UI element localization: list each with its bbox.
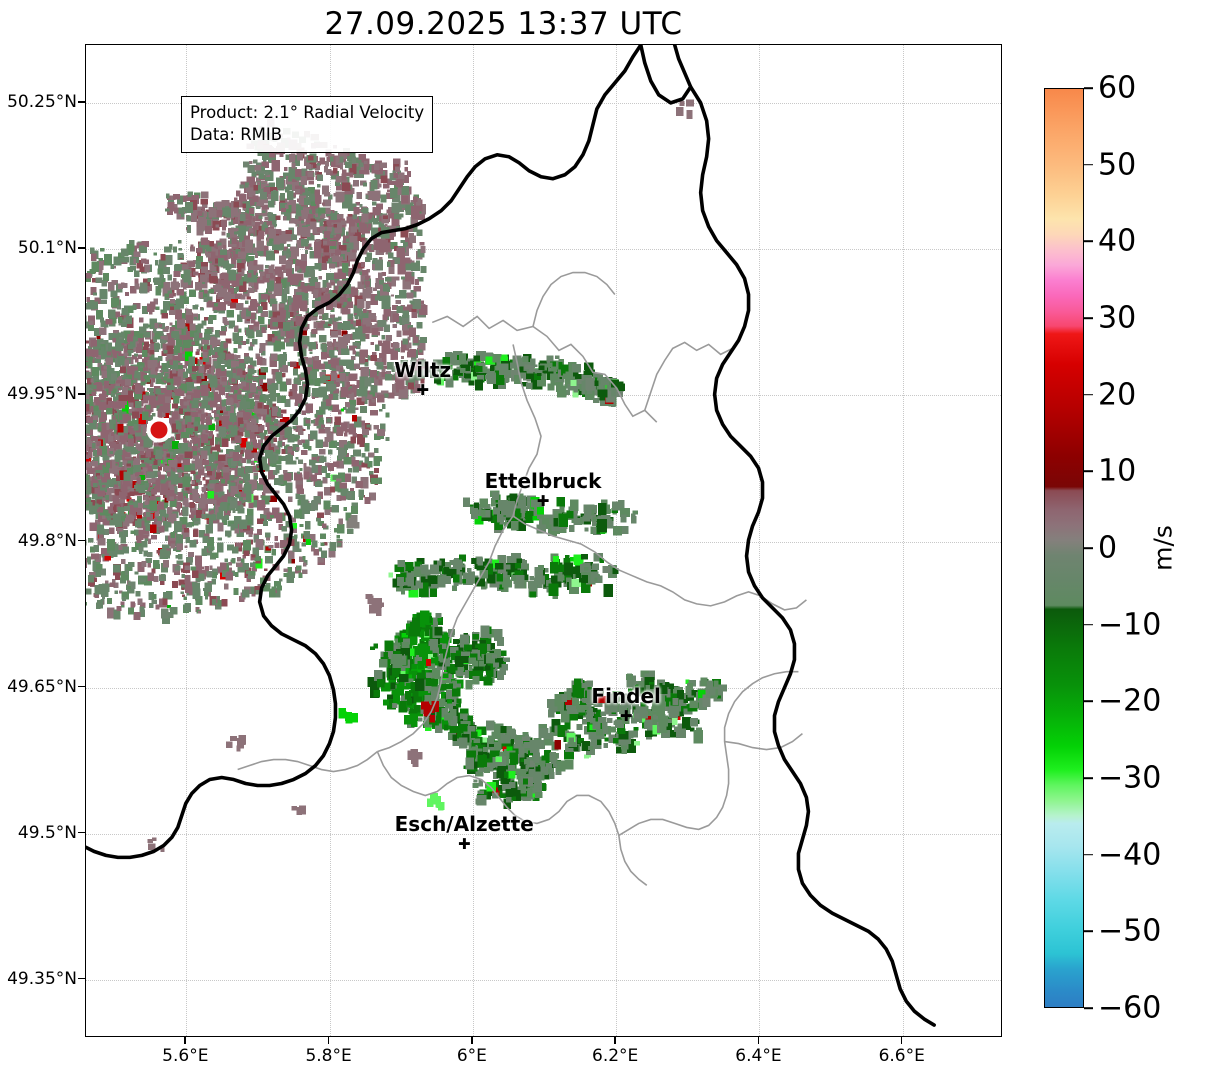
y-tick-mark bbox=[78, 831, 85, 834]
y-tick-label-5: 49.5°N bbox=[17, 822, 77, 843]
gridline-lat bbox=[86, 833, 1001, 835]
colorbar-tick-mark bbox=[1084, 393, 1093, 396]
gridline-lon bbox=[902, 45, 904, 1036]
colorbar-tick-label-2: 40 bbox=[1098, 223, 1137, 259]
gridline-lat bbox=[86, 687, 1001, 689]
x-tick-mark bbox=[184, 1037, 187, 1044]
gridline-lat bbox=[86, 541, 1001, 543]
city-marker-icon: ✚ bbox=[457, 834, 471, 853]
city-label-esch-alzette: Esch/Alzette ✚ bbox=[395, 812, 534, 852]
colorbar-tick-mark bbox=[1084, 240, 1093, 243]
colorbar-tick-label-12: −60 bbox=[1098, 990, 1162, 1026]
colorbar-tick-label-1: 50 bbox=[1098, 147, 1137, 183]
colorbar-tick-mark bbox=[1084, 1007, 1093, 1009]
gridline-lon bbox=[616, 45, 618, 1036]
y-tick-label-3: 49.8°N bbox=[17, 530, 77, 551]
gridline-lon bbox=[329, 45, 331, 1036]
x-tick-mark bbox=[614, 1037, 616, 1044]
city-name: Wiltz bbox=[394, 357, 452, 382]
gridline-lon bbox=[759, 45, 761, 1036]
colorbar-tick-label-3: 30 bbox=[1098, 300, 1137, 336]
x-tick-mark bbox=[327, 1037, 330, 1044]
colorbar-tick-label-8: −20 bbox=[1098, 683, 1162, 719]
x-tick-mark bbox=[757, 1037, 760, 1044]
x-tick-label-5: 6.6°E bbox=[878, 1046, 925, 1066]
y-tick-mark bbox=[78, 247, 85, 250]
product-info-box: Product: 2.1° Radial Velocity Data: RMIB bbox=[181, 96, 434, 153]
y-tick-label-2: 49.95°N bbox=[7, 384, 77, 405]
colorbar-tick-mark bbox=[1084, 87, 1093, 89]
colorbar-tick-label-4: 20 bbox=[1098, 377, 1137, 413]
colorbar-tick-mark bbox=[1084, 930, 1093, 933]
colorbar-tick-mark bbox=[1084, 623, 1093, 626]
y-tick-label-6: 49.35°N bbox=[7, 968, 77, 989]
colorbar-tick-label-0: 60 bbox=[1098, 70, 1137, 106]
colorbar-unit-label: m/s bbox=[1148, 525, 1178, 571]
city-label-wiltz: Wiltz ✚ bbox=[394, 358, 451, 398]
colorbar-tick-label-7: −10 bbox=[1098, 607, 1162, 643]
x-tick-mark bbox=[471, 1037, 473, 1044]
page-title: 27.09.2025 13:37 UTC bbox=[324, 6, 683, 42]
y-tick-mark bbox=[78, 977, 85, 980]
gridline-lat bbox=[86, 103, 1001, 105]
city-marker-icon: ✚ bbox=[619, 707, 633, 726]
gridline-lat bbox=[86, 979, 1001, 981]
gridline-lon bbox=[472, 45, 474, 1036]
city-marker-icon: ✚ bbox=[536, 491, 550, 510]
colorbar-tick-label-11: −50 bbox=[1098, 913, 1162, 949]
y-tick-label-0: 50.25°N bbox=[7, 92, 77, 113]
x-tick-label-0: 5.6°E bbox=[162, 1046, 209, 1066]
internal-boundaries bbox=[237, 271, 807, 886]
info-data-line: Data: RMIB bbox=[190, 124, 283, 144]
colorbar-tick-mark bbox=[1084, 777, 1093, 779]
colorbar-tick-mark bbox=[1084, 163, 1093, 166]
y-tick-mark bbox=[78, 539, 85, 542]
city-name: Esch/Alzette bbox=[394, 811, 534, 836]
radar-echo-layer bbox=[86, 99, 727, 852]
colorbar: 60 50 40 30 20 10 0 −10 −20 −30 −40 −50 −60 bbox=[1044, 71, 1161, 1026]
city-name: Findel bbox=[591, 684, 661, 709]
map-panel: Wiltz ✚ Ettelbruck ✚ Findel ✚ Esch/Alzette ✚ Pr… bbox=[85, 44, 1002, 1037]
colorbar-tick-label-9: −30 bbox=[1098, 760, 1162, 796]
map-geometry bbox=[86, 45, 936, 1027]
city-label-findel: Findel ✚ bbox=[591, 684, 661, 724]
info-product-line: Product: 2.1° Radial Velocity bbox=[190, 103, 425, 122]
gridline-lat bbox=[86, 249, 1001, 251]
x-tick-mark bbox=[900, 1037, 903, 1044]
colorbar-tick-mark bbox=[1084, 547, 1093, 549]
y-tick-label-4: 49.65°N bbox=[7, 676, 77, 697]
x-tick-label-3: 6.2°E bbox=[592, 1046, 639, 1066]
radar-site-marker bbox=[150, 421, 168, 439]
colorbar-tick-label-6: 0 bbox=[1098, 530, 1118, 566]
gridline-lat bbox=[86, 395, 1001, 397]
city-label-ettelbruck: Ettelbruck ✚ bbox=[485, 469, 602, 509]
colorbar-gradient bbox=[1044, 88, 1084, 1008]
y-tick-mark bbox=[78, 101, 85, 103]
colorbar-tick-mark bbox=[1084, 853, 1093, 856]
x-tick-label-1: 5.8°E bbox=[305, 1046, 352, 1066]
colorbar-tick-label-10: −40 bbox=[1098, 837, 1162, 873]
colorbar-tick-label-5: 10 bbox=[1098, 453, 1137, 489]
x-tick-label-4: 6.4°E bbox=[735, 1046, 782, 1066]
x-tick-label-2: 6°E bbox=[456, 1046, 487, 1066]
city-marker-icon: ✚ bbox=[416, 380, 429, 399]
y-tick-mark bbox=[78, 393, 85, 396]
colorbar-tick-mark bbox=[1084, 700, 1093, 703]
colorbar-tick-mark bbox=[1084, 470, 1093, 473]
colorbar-tick-mark bbox=[1084, 317, 1093, 319]
y-tick-mark bbox=[78, 685, 85, 688]
y-tick-label-1: 50.1°N bbox=[17, 238, 77, 259]
national-border bbox=[86, 45, 936, 1027]
city-name: Ettelbruck bbox=[484, 468, 602, 493]
